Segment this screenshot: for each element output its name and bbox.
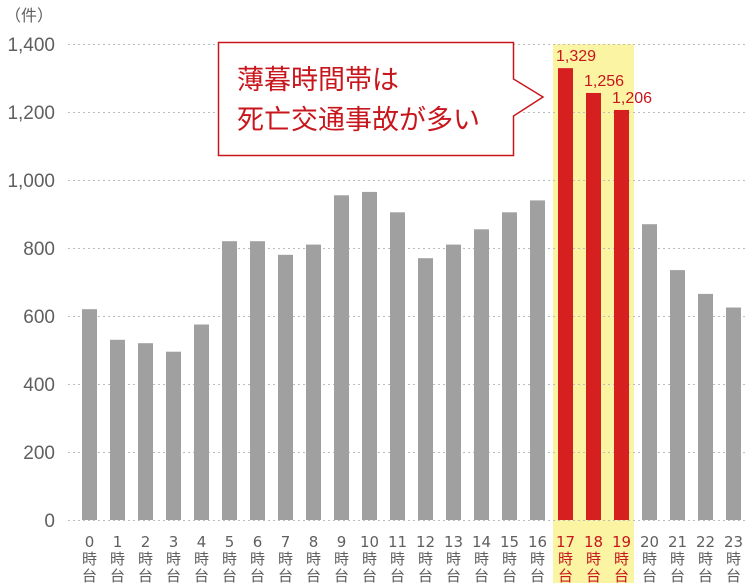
bar-11 xyxy=(390,212,405,521)
y-tick-label: 1,000 xyxy=(7,171,55,192)
bar-2 xyxy=(138,343,153,520)
y-axis-tick-labels: 0 200 400 600 800 1,000 1,200 1,400 xyxy=(7,35,55,532)
x-tick-label: 13 時台 xyxy=(444,533,463,583)
y-tick-label: 600 xyxy=(23,307,55,328)
x-tick-label: 2 時台 xyxy=(138,533,153,583)
bar-15 xyxy=(502,212,517,521)
bar-16 xyxy=(530,200,545,520)
x-tick-label: 4 時台 xyxy=(194,533,209,583)
bar-12 xyxy=(418,258,433,520)
bars xyxy=(82,68,741,521)
y-tick-label: 200 xyxy=(23,443,55,464)
bar-18 xyxy=(586,92,601,521)
x-axis-tick-labels: 0 時台 1 時台 2 時台 3 時台 4 時台 5 時台 6 時台 7 時台 8 時台 9 時台 10 時台 11 時台 12… xyxy=(82,533,743,583)
x-tick-label: 15 時台 xyxy=(500,533,519,583)
bar-10 xyxy=(362,191,377,520)
annotation-line-1: 薄暮時間帯は xyxy=(237,65,399,96)
x-tick-label: 23 時台 xyxy=(724,533,743,583)
x-tick-label: 19 時台 xyxy=(612,533,631,583)
bar-9 xyxy=(334,195,349,521)
x-tick-label: 7 時台 xyxy=(278,533,293,583)
bar-23 xyxy=(726,307,741,520)
x-tick-label: 6 時台 xyxy=(250,533,265,583)
bar-5 xyxy=(222,241,237,520)
gridlines xyxy=(68,44,748,521)
x-tick-label: 11 時台 xyxy=(388,533,407,583)
bar-19 xyxy=(614,109,629,521)
annotation-callout: 薄暮時間帯は 死亡交通事故が多い xyxy=(217,41,545,157)
bar-0 xyxy=(82,309,97,520)
x-tick-label: 18 時台 xyxy=(584,533,603,583)
x-tick-label: 8 時台 xyxy=(306,533,321,583)
x-tick-label: 14 時台 xyxy=(472,533,491,583)
x-tick-label: 5 時台 xyxy=(222,533,237,583)
annotation-line-2: 死亡交通事故が多い xyxy=(237,105,480,136)
callout-box xyxy=(217,41,545,157)
x-tick-label: 16 時台 xyxy=(528,533,547,583)
bar-13 xyxy=(446,244,461,520)
data-label: 1,256 xyxy=(584,73,624,90)
bar-6 xyxy=(250,241,265,520)
bar-4 xyxy=(194,324,209,520)
y-tick-label: 800 xyxy=(23,239,55,260)
x-tick-label: 1 時台 xyxy=(110,533,125,583)
bar-21 xyxy=(670,270,685,520)
data-label: 1,329 xyxy=(556,48,596,65)
y-axis-unit-label: （件） xyxy=(5,6,53,25)
x-tick-label: 12 時台 xyxy=(416,533,435,583)
bar-22 xyxy=(698,293,713,520)
x-tick-label: 3 時台 xyxy=(166,533,181,583)
y-tick-label: 1,200 xyxy=(7,103,55,124)
bar-3 xyxy=(166,351,181,520)
x-tick-label: 21 時台 xyxy=(668,533,687,583)
bar-7 xyxy=(278,254,293,521)
bar-1 xyxy=(110,339,125,520)
x-tick-label: 0 時台 xyxy=(82,533,97,583)
bar-8 xyxy=(306,244,321,520)
x-tick-label: 10 時台 xyxy=(360,533,379,583)
x-tick-label: 22 時台 xyxy=(696,533,715,583)
bar-17 xyxy=(558,68,573,520)
data-label: 1,206 xyxy=(612,90,652,107)
x-tick-label: 20 時台 xyxy=(640,533,659,583)
y-tick-label: 400 xyxy=(23,375,55,396)
bar-14 xyxy=(474,229,489,521)
x-tick-label: 17 時台 xyxy=(556,533,575,583)
bar-20 xyxy=(642,224,657,520)
x-tick-label: 9 時台 xyxy=(334,533,349,583)
y-tick-label: 0 xyxy=(44,511,55,532)
y-tick-label: 1,400 xyxy=(7,35,55,56)
